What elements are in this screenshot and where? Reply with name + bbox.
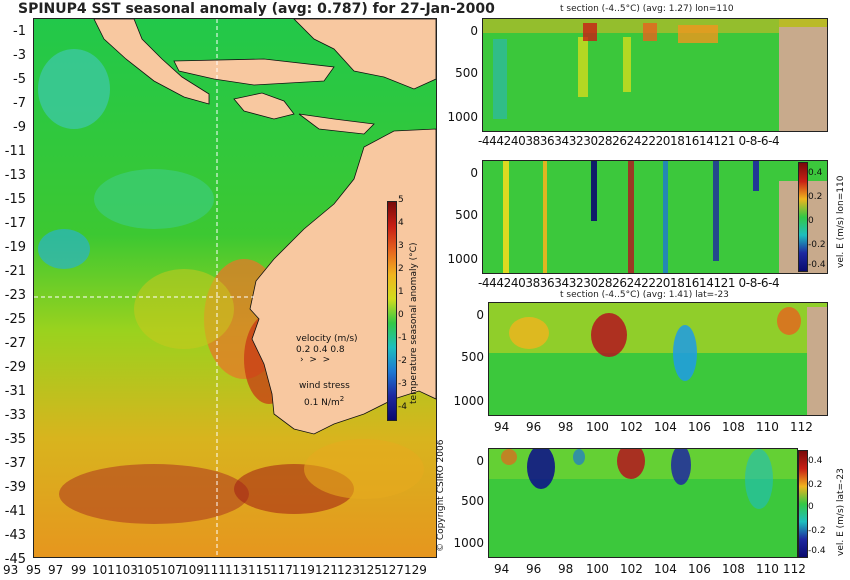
panel4-colorbar-label: vel. E (m/s) lat=-23 bbox=[836, 468, 846, 556]
panel2-colorbar-label: vel. E (m/s) lon=110 bbox=[836, 175, 846, 268]
panel4-colorbar-ticks: 0.4 0.2 0 -0.2 -0.4 bbox=[808, 456, 826, 556]
map-canvas bbox=[34, 19, 436, 557]
wind-legend-label: wind stress bbox=[299, 381, 350, 391]
velocity-legend-scale: 0.2 0.4 0.8 bbox=[296, 345, 345, 355]
panel1-section bbox=[482, 18, 828, 132]
wind-legend-value: 0.1 N/m2 bbox=[304, 395, 345, 408]
panel2-colorbar bbox=[798, 162, 808, 272]
panel2-yticks: 0 500 1000 bbox=[447, 166, 478, 266]
panel2-xticks: -44424038363432302826242220181614121 0-8… bbox=[478, 276, 780, 290]
panel3-title: t section (-4..5°C) (avg: 1.41) lat=-23 bbox=[560, 290, 729, 300]
map-colorbar bbox=[387, 201, 397, 421]
map-lat-ticks: -1 -3 -5 -7 -9 -11 -13 -15 -17 -19 -21 -… bbox=[4, 24, 26, 567]
map-colorbar-label: temperature seasonal anomaly (°C) bbox=[409, 242, 419, 404]
map-lon-ticks: 93 95 97 99 101 103 105 107 109 111 113 … bbox=[3, 563, 427, 577]
map-title: SPINUP4 SST seasonal anomaly (avg: 0.787… bbox=[18, 1, 495, 17]
panel2-section bbox=[482, 160, 828, 274]
panel3-section bbox=[488, 302, 828, 416]
panel4-colorbar bbox=[798, 450, 808, 558]
panel4-xticks: 94 96 98 100 102 104 106 108 110 112 bbox=[494, 562, 806, 576]
panel1-xticks: -44424038363432302826242220181614121 0-8… bbox=[478, 134, 780, 148]
panel4-yticks: 0 500 1000 bbox=[453, 454, 484, 550]
panel1-title: t section (-4..5°C) (avg: 1.27) lon=110 bbox=[560, 4, 734, 14]
panel2-colorbar-ticks: 0.4 0.2 0 -0.2 -0.4 bbox=[808, 168, 826, 270]
panel1-yticks: 0 500 1000 bbox=[447, 24, 478, 124]
panel3-yticks: 0 500 1000 bbox=[453, 308, 484, 408]
velocity-arrows: › > > bbox=[300, 355, 331, 365]
map-colorbar-ticks: 5 4 3 2 1 0 -1 -2 -3 -4 bbox=[398, 195, 407, 412]
panel4-section bbox=[488, 448, 798, 558]
sst-anomaly-map: 5 4 3 2 1 0 -1 -2 -3 -4 temperature seas… bbox=[33, 18, 437, 558]
panel3-xticks: 94 96 98 100 102 104 106 108 110 112 bbox=[494, 420, 813, 434]
velocity-legend-label: velocity (m/s) bbox=[296, 334, 358, 344]
